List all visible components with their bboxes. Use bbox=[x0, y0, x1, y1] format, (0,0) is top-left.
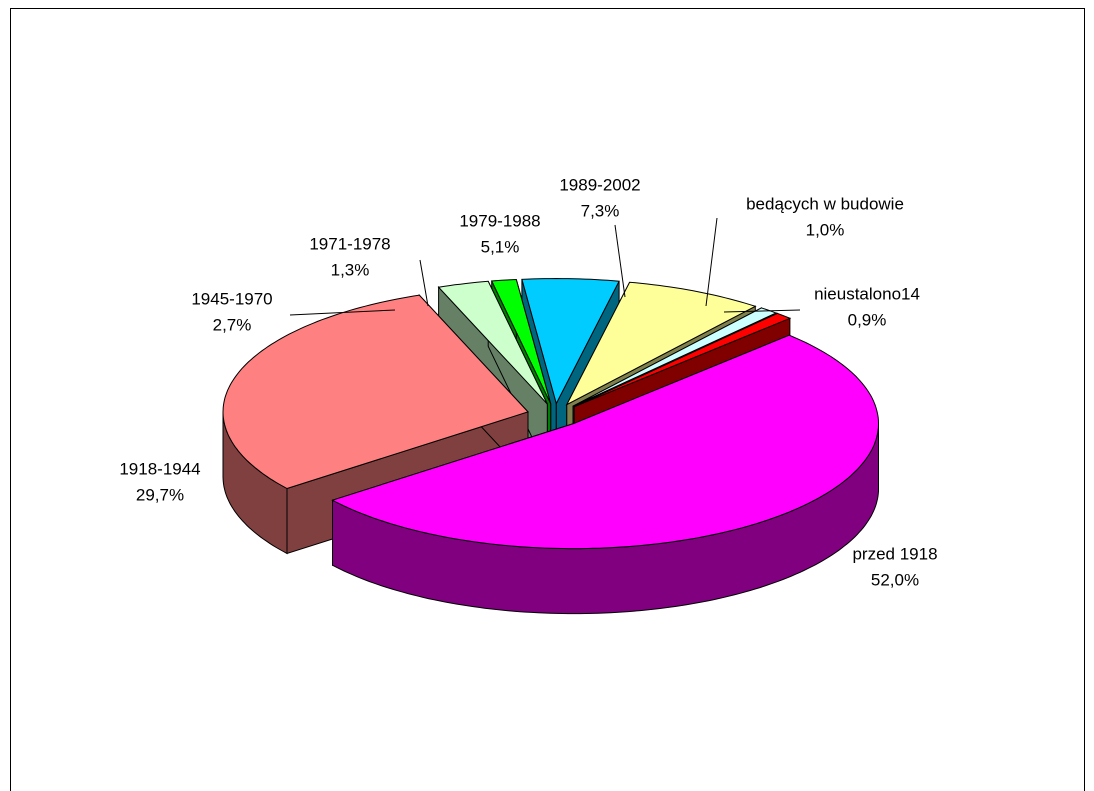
slice bbox=[331, 334, 879, 615]
leader-line bbox=[723, 309, 801, 313]
slice-label: 1989-2002 bbox=[559, 175, 640, 194]
slice-top bbox=[573, 312, 792, 408]
slice-label: 1971-1978 bbox=[309, 234, 390, 253]
value-label: 0,9% bbox=[848, 310, 887, 329]
labels: przed 1918 52,0% 1918-1944 29,7% 1945-1970 2,… bbox=[119, 175, 937, 589]
value-label: 7,3% bbox=[581, 201, 620, 220]
pie bbox=[222, 277, 879, 615]
slice-top bbox=[490, 278, 552, 404]
leader-line bbox=[614, 224, 626, 298]
value-label: 52,0% bbox=[871, 570, 919, 589]
value-label: 1,3% bbox=[331, 260, 370, 279]
slice-top bbox=[565, 281, 757, 406]
slice-top bbox=[437, 280, 548, 405]
slice-label: 1945-1970 bbox=[191, 289, 272, 308]
slice-label: nieustalono14 bbox=[814, 284, 920, 303]
leader-line bbox=[705, 217, 718, 307]
slice-label: bedących w budowie bbox=[746, 194, 904, 213]
slice-top bbox=[331, 334, 879, 550]
slice-label: 1979-1988 bbox=[459, 211, 540, 230]
value-label: 29,7% bbox=[136, 485, 184, 504]
value-label: 5,1% bbox=[481, 237, 520, 256]
value-label: 1,0% bbox=[806, 220, 845, 239]
slice-label: 1918-1944 bbox=[119, 459, 200, 478]
slice-top bbox=[222, 294, 529, 490]
slice-label: przed 1918 bbox=[852, 544, 937, 563]
leader-line bbox=[289, 309, 396, 316]
value-label: 2,7% bbox=[213, 315, 252, 334]
slice-top bbox=[521, 277, 620, 405]
leader-line bbox=[419, 259, 429, 307]
